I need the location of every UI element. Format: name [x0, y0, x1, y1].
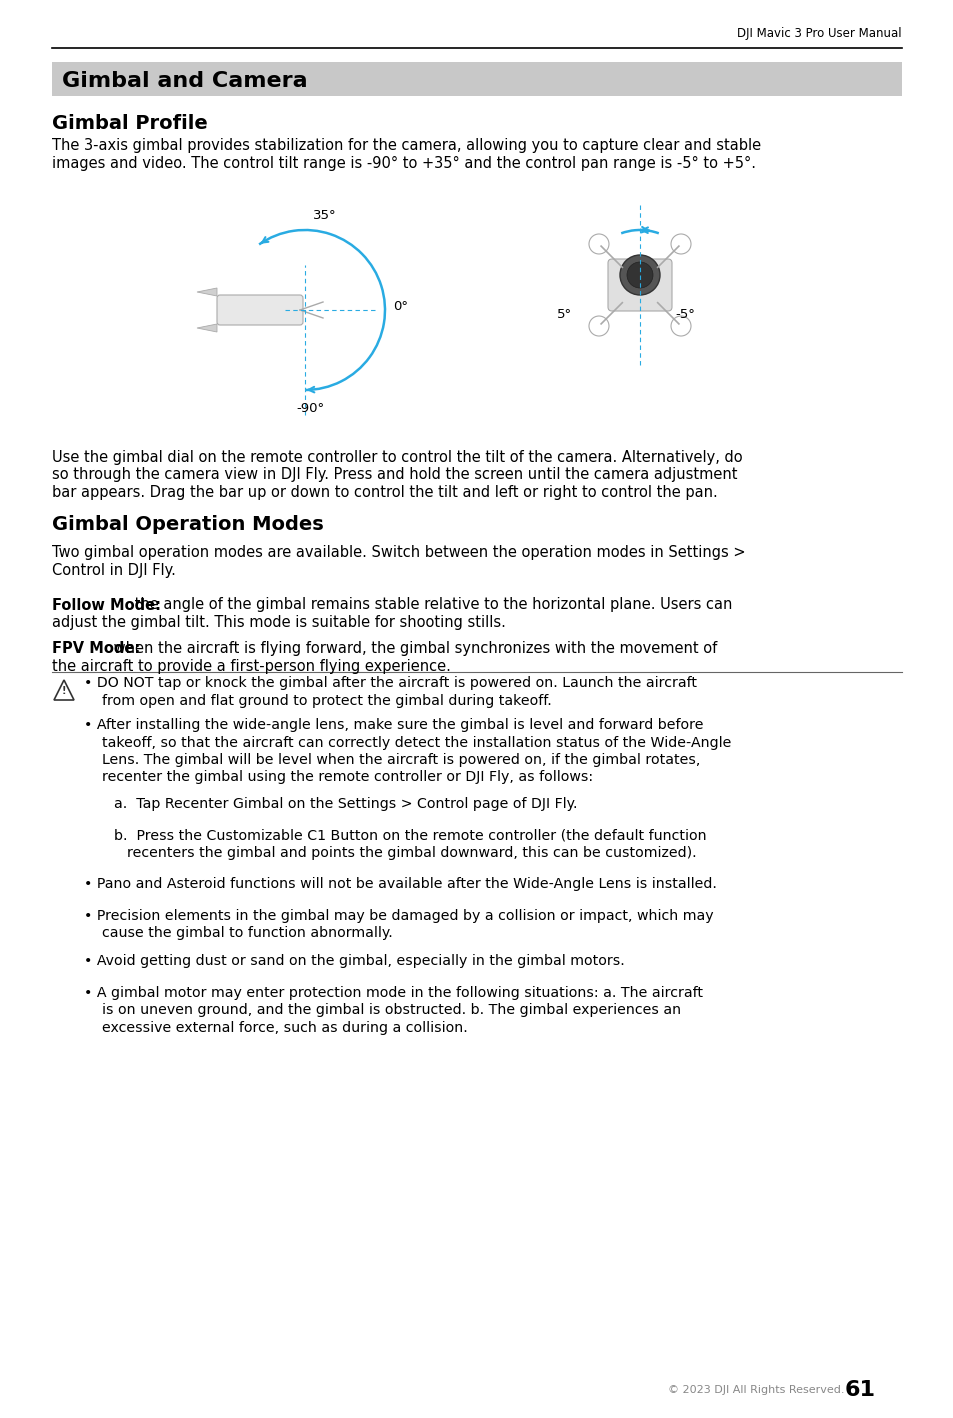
Text: is on uneven ground, and the gimbal is obstructed. b. The gimbal experiences an: is on uneven ground, and the gimbal is o… [102, 1004, 680, 1017]
Circle shape [626, 262, 652, 288]
Text: recenters the gimbal and points the gimbal downward, this can be customized).: recenters the gimbal and points the gimb… [127, 845, 696, 859]
Polygon shape [196, 323, 216, 332]
Circle shape [619, 255, 659, 295]
Text: Gimbal Profile: Gimbal Profile [52, 113, 208, 133]
Text: so through the camera view in DJI Fly. Press and hold the screen until the camer: so through the camera view in DJI Fly. P… [52, 468, 737, 482]
Text: b.  Press the Customizable C1 Button on the remote controller (the default funct: b. Press the Customizable C1 Button on t… [113, 828, 706, 842]
Text: Control in DJI Fly.: Control in DJI Fly. [52, 563, 175, 577]
Text: adjust the gimbal tilt. This mode is suitable for shooting stills.: adjust the gimbal tilt. This mode is sui… [52, 615, 505, 630]
Text: © 2023 DJI All Rights Reserved.: © 2023 DJI All Rights Reserved. [667, 1385, 843, 1395]
Text: Gimbal Operation Modes: Gimbal Operation Modes [52, 515, 323, 535]
Text: when the aircraft is flying forward, the gimbal synchronizes with the movement o: when the aircraft is flying forward, the… [109, 641, 717, 657]
Text: the angle of the gimbal remains stable relative to the horizontal plane. Users c: the angle of the gimbal remains stable r… [130, 597, 732, 613]
Text: • DO NOT tap or knock the gimbal after the aircraft is powered on. Launch the ai: • DO NOT tap or knock the gimbal after t… [84, 676, 697, 691]
Text: Use the gimbal dial on the remote controller to control the tilt of the camera. : Use the gimbal dial on the remote contro… [52, 450, 741, 465]
Text: • After installing the wide-angle lens, make sure the gimbal is level and forwar: • After installing the wide-angle lens, … [84, 718, 702, 732]
Text: • Precision elements in the gimbal may be damaged by a collision or impact, whic: • Precision elements in the gimbal may b… [84, 909, 713, 923]
Text: FPV Mode:: FPV Mode: [52, 641, 140, 657]
Text: a.  Tap Recenter Gimbal on the Settings > Control page of DJI Fly.: a. Tap Recenter Gimbal on the Settings >… [113, 797, 577, 811]
Text: !: ! [62, 686, 66, 696]
FancyBboxPatch shape [607, 259, 671, 311]
Text: the aircraft to provide a first-person flying experience.: the aircraft to provide a first-person f… [52, 659, 451, 674]
Text: 35°: 35° [313, 208, 336, 223]
Text: -5°: -5° [675, 309, 694, 322]
Text: 0°: 0° [393, 301, 408, 313]
Text: cause the gimbal to function abnormally.: cause the gimbal to function abnormally. [102, 926, 393, 940]
Text: recenter the gimbal using the remote controller or DJI Fly, as follows:: recenter the gimbal using the remote con… [102, 770, 593, 784]
Text: Gimbal and Camera: Gimbal and Camera [62, 71, 307, 91]
Text: • Avoid getting dust or sand on the gimbal, especially in the gimbal motors.: • Avoid getting dust or sand on the gimb… [84, 954, 624, 968]
Text: Two gimbal operation modes are available. Switch between the operation modes in : Two gimbal operation modes are available… [52, 545, 745, 560]
Text: • A gimbal motor may enter protection mode in the following situations: a. The a: • A gimbal motor may enter protection mo… [84, 986, 702, 1000]
Text: images and video. The control tilt range is -90° to +35° and the control pan ran: images and video. The control tilt range… [52, 156, 755, 170]
Text: Follow Mode:: Follow Mode: [52, 597, 161, 613]
Polygon shape [196, 288, 216, 296]
Text: -90°: -90° [295, 401, 324, 415]
Text: takeoff, so that the aircraft can correctly detect the installation status of th: takeoff, so that the aircraft can correc… [102, 736, 731, 750]
FancyBboxPatch shape [216, 295, 303, 325]
Text: excessive external force, such as during a collision.: excessive external force, such as during… [102, 1021, 467, 1035]
Text: Lens. The gimbal will be level when the aircraft is powered on, if the gimbal ro: Lens. The gimbal will be level when the … [102, 753, 700, 767]
Text: bar appears. Drag the bar up or down to control the tilt and left or right to co: bar appears. Drag the bar up or down to … [52, 485, 717, 501]
Text: 5°: 5° [557, 309, 572, 322]
Text: The 3-axis gimbal provides stabilization for the camera, allowing you to capture: The 3-axis gimbal provides stabilization… [52, 138, 760, 153]
Text: from open and flat ground to protect the gimbal during takeoff.: from open and flat ground to protect the… [102, 693, 551, 708]
Text: 61: 61 [843, 1380, 875, 1400]
Bar [52, 62, 901, 96]
Text: DJI Mavic 3 Pro User Manual: DJI Mavic 3 Pro User Manual [737, 27, 901, 41]
Text: • Pano and Asteroid functions will not be available after the Wide-Angle Lens is: • Pano and Asteroid functions will not b… [84, 878, 716, 892]
